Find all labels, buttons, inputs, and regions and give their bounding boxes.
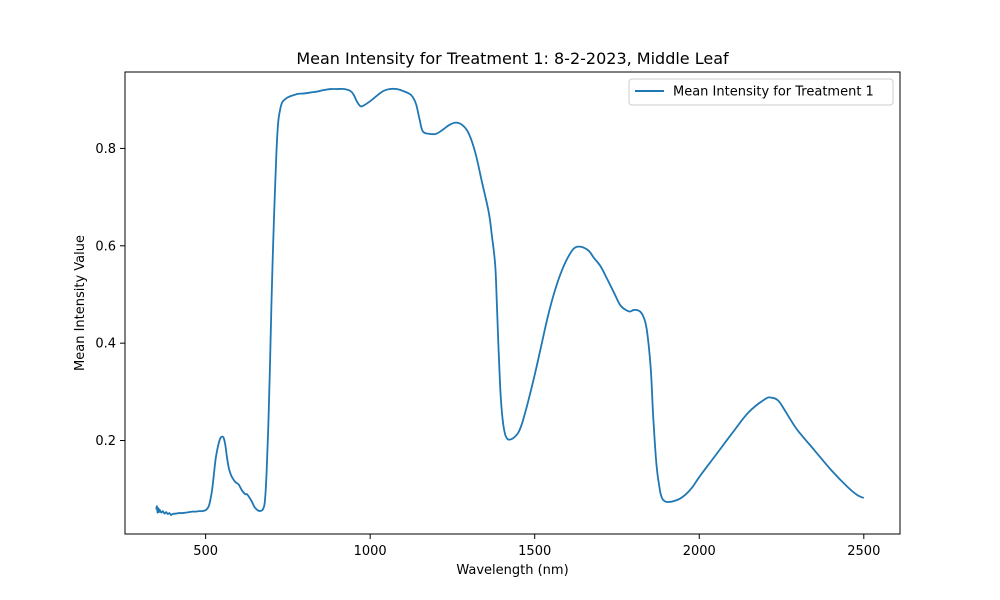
y-tick-label: 0.2 <box>95 434 116 449</box>
x-tick-label: 500 <box>193 544 218 559</box>
chart-title: Mean Intensity for Treatment 1: 8-2-2023… <box>296 49 729 68</box>
x-axis-label: Wavelength (nm) <box>456 563 568 578</box>
x-tick-label: 1000 <box>354 544 387 559</box>
plot-frame <box>124 71 901 535</box>
x-tick-label: 1500 <box>518 544 551 559</box>
y-tick-label: 0.4 <box>95 337 116 352</box>
legend: Mean Intensity for Treatment 1 <box>628 78 894 106</box>
y-axis-label: Mean Intensity Value <box>73 235 88 371</box>
x-tick-label: 2500 <box>847 544 880 559</box>
y-tick-label: 0.8 <box>95 142 116 157</box>
series-line <box>155 87 865 516</box>
legend-box <box>628 78 894 106</box>
x-tick-label: 2000 <box>683 544 716 559</box>
legend-entry-label: Mean Intensity for Treatment 1 <box>673 85 874 100</box>
plot-series <box>155 87 865 516</box>
axis-ticks: 500 1000 1500 2000 2500 0.2 0.4 0.6 0.8 <box>95 142 880 559</box>
y-tick-label: 0.6 <box>95 239 116 254</box>
